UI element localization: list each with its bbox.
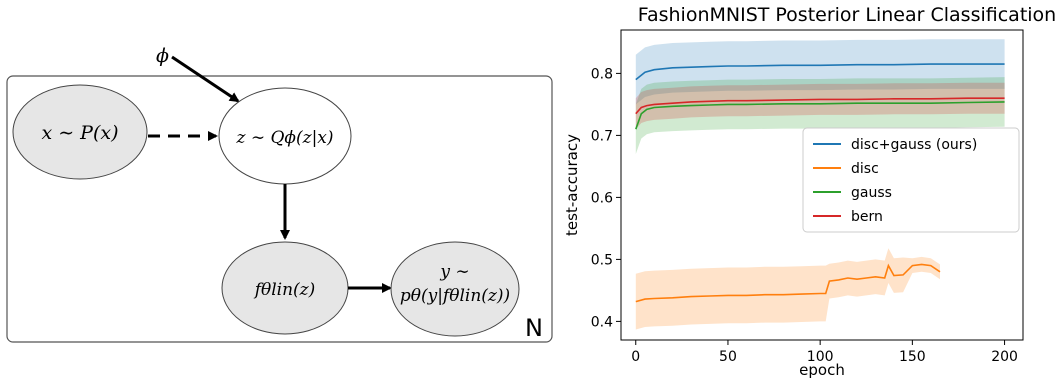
x-tick-label-0: 0 <box>631 349 640 365</box>
chart-title: FashionMNIST Posterior Linear Classifica… <box>638 4 1055 26</box>
node-f-label: fθlin(z) <box>253 280 316 300</box>
y-tick-label-1: 0.5 <box>591 252 613 268</box>
graphical-model-diagram: N ϕ x ∼ P(x) z ∼ Qϕ(z|x) fθlin(z) y ∼ pθ… <box>6 45 553 343</box>
legend-label-1: disc <box>851 161 879 177</box>
x-tick-label-2: 100 <box>807 349 834 365</box>
y-axis-label: test-accuracy <box>563 134 581 236</box>
y-tick-label-0: 0.4 <box>591 314 613 330</box>
y-tick-label-2: 0.6 <box>591 190 613 206</box>
x-tick-label-3: 150 <box>899 349 926 365</box>
node-x-label: x ∼ P(x) <box>41 122 118 144</box>
plot-frame <box>620 29 1024 341</box>
series-line-0 <box>635 63 1005 81</box>
plate-box <box>6 75 553 343</box>
series-band-2 <box>635 77 1005 154</box>
series-band-1 <box>635 248 940 330</box>
legend-label-2: gauss <box>851 185 892 201</box>
series-line-1 <box>635 263 941 303</box>
legend-label-0: disc+gauss (ours) <box>851 137 977 153</box>
series-band-3 <box>635 82 1005 130</box>
y-tick-label-3: 0.7 <box>591 128 613 144</box>
axes: 0 50 100 150 200 0.4 0.5 0.6 0.7 0.8 <box>591 66 1018 365</box>
plot-area <box>635 39 1005 330</box>
phi-label: ϕ <box>156 45 169 67</box>
legend: disc+gauss (ours) disc gauss bern <box>802 127 1020 233</box>
accuracy-chart: FashionMNIST Posterior Linear Classifica… <box>563 4 1055 379</box>
series-line-3 <box>635 97 1005 115</box>
series-line-2 <box>635 101 1005 130</box>
node-z-label: z ∼ Qϕ(z|x) <box>235 128 333 148</box>
phi-to-z-arrow <box>171 55 240 103</box>
y-tick-label-4: 0.8 <box>591 66 613 82</box>
node-y <box>390 241 520 337</box>
x-tick-label-4: 200 <box>991 349 1018 365</box>
node-x <box>12 84 148 180</box>
plate-label: N <box>525 314 543 342</box>
legend-box <box>802 127 1020 233</box>
node-y-label-line1: y ∼ <box>439 262 469 282</box>
x-tick-label-1: 50 <box>719 349 737 365</box>
node-y-label-line2: pθ(y|fθlin(z)) <box>400 286 510 306</box>
legend-label-3: bern <box>851 209 883 225</box>
x-axis-label: epoch <box>799 361 845 379</box>
series-band-0 <box>635 39 1005 105</box>
